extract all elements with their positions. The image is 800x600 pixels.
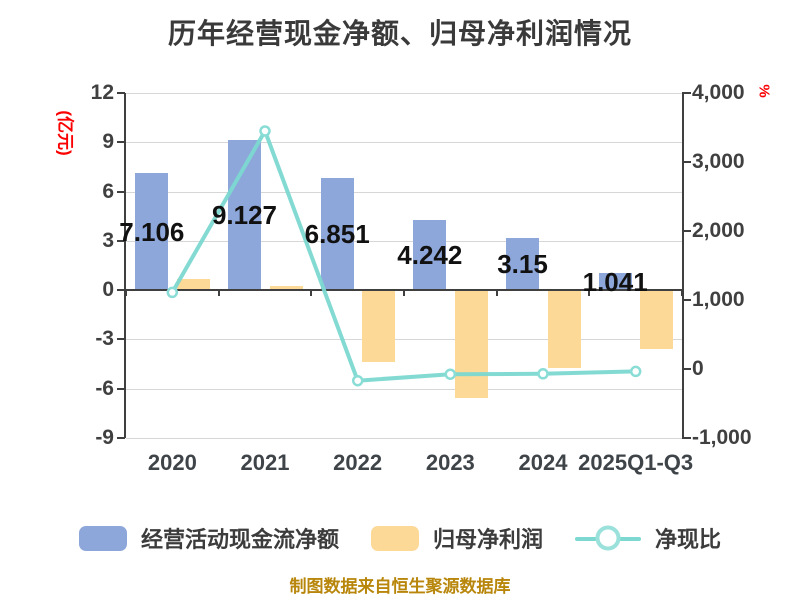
bar-value-label: 3.15 [497, 249, 548, 280]
legend-item-cash-flow[interactable]: 经营活动现金流净额 [78, 522, 339, 554]
ratio-line-marker[interactable] [166, 286, 179, 299]
bar-cash-flow[interactable] [506, 238, 539, 291]
left-axis-tick [117, 289, 125, 292]
left-axis-tick [117, 92, 125, 94]
bar-value-label: 7.106 [119, 216, 185, 247]
x-axis-category-label: 2020 [147, 450, 197, 475]
ratio-line-marker[interactable] [537, 368, 549, 380]
legend: 经营活动现金流净额 归母净利润 净现比 [0, 522, 800, 554]
left-axis-tick-label: -6 [95, 376, 114, 400]
left-axis-tick-label: 0 [102, 278, 114, 302]
right-axis-tick [682, 161, 691, 163]
gridline [126, 388, 682, 390]
source-note: 制图数据来自恒生聚源数据库 [289, 577, 511, 596]
x-axis-tick [217, 290, 220, 297]
legend-swatch-net-profit [370, 525, 419, 551]
bar-cash-flow[interactable] [413, 220, 447, 291]
bar-net-profit[interactable] [547, 291, 581, 369]
gridline [126, 438, 682, 439]
x-axis-tick [681, 290, 683, 297]
legend-label-net-profit: 归母净利润 [432, 527, 543, 552]
left-axis-tick-label: 3 [102, 228, 114, 252]
x-axis-category-label: 2022 [333, 450, 383, 475]
left-axis-tick-label: 9 [102, 130, 114, 154]
left-axis-tick [117, 190, 125, 193]
left-axis-tick [117, 141, 125, 144]
bar-cash-flow[interactable] [598, 273, 632, 291]
legend-label-ratio: 净现比 [655, 527, 722, 552]
right-axis-tick [682, 299, 691, 301]
bar-value-label: 1.041 [582, 266, 648, 297]
bar-net-profit[interactable] [362, 291, 396, 362]
legend-item-ratio[interactable]: 净现比 [575, 522, 721, 554]
ratio-line-chart [166, 125, 642, 387]
left-axis-tick-label: 6 [102, 179, 114, 203]
x-axis-category-label: 2021 [240, 450, 290, 475]
legend-swatch-ratio-line [575, 525, 641, 551]
x-axis-tick [588, 290, 591, 297]
legend-swatch-cash-flow [78, 525, 127, 551]
left-axis-tick [117, 387, 125, 390]
ratio-line-marker[interactable] [351, 374, 364, 387]
bar-cash-flow[interactable] [135, 173, 169, 291]
chart-title: 历年经营现金净额、归母净利润情况 [167, 18, 632, 49]
bar-net-profit[interactable] [269, 285, 303, 291]
ratio-line-marker[interactable] [629, 365, 642, 378]
bar-cash-flow[interactable] [320, 177, 354, 291]
right-axis-tick-label: 1,000 [692, 288, 745, 311]
bar-value-label: 6.851 [304, 218, 370, 249]
bar-net-profit[interactable] [455, 291, 489, 398]
ratio-line[interactable] [170, 129, 638, 383]
right-axis-tick [682, 437, 691, 439]
bar-value-label: 4.242 [397, 240, 463, 271]
x-axis-category-label: 2025Q1-Q3 [578, 450, 694, 475]
left-axis-tick [117, 338, 125, 341]
left-axis-tick [117, 239, 125, 242]
legend-label-cash-flow: 经营活动现金流净额 [140, 527, 339, 552]
right-axis-tick-label: 0 [692, 357, 704, 380]
x-axis-tick [125, 290, 127, 297]
gridline [126, 191, 682, 193]
bar-net-profit[interactable] [640, 291, 674, 349]
gridline [126, 142, 682, 144]
left-axis-tick-label: 12 [90, 81, 114, 104]
right-axis-tick-label: -1,000 [692, 426, 752, 449]
right-axis-tick [682, 368, 691, 370]
x-axis-category-label: 2024 [518, 450, 568, 475]
right-axis-tick-label: 4,000 [692, 81, 745, 104]
x-axis-tick [495, 290, 498, 297]
gridline [126, 339, 682, 341]
line-marker-icon [595, 525, 621, 551]
left-axis-tick-label: -9 [95, 426, 114, 449]
x-axis-tick [310, 290, 313, 297]
gridline [126, 240, 682, 242]
bar-value-label: 9.127 [211, 200, 278, 231]
ratio-line-marker[interactable] [444, 368, 457, 380]
left-axis-tick-label: -3 [95, 327, 114, 351]
right-axis-tick [682, 92, 691, 94]
left-axis-tick [117, 437, 125, 439]
x-axis-category-label: 2023 [425, 450, 475, 475]
gridline [126, 93, 682, 94]
x-axis-tick [403, 290, 405, 297]
bar-net-profit[interactable] [177, 279, 211, 291]
right-axis-tick-label: 3,000 [692, 150, 745, 173]
right-axis-tick [682, 230, 691, 232]
plot-area: 12 9 6 3 0 -3 -6 -9 4,000 3,000 2,000 1,000 0 -1,000 2… [91, 81, 752, 475]
ratio-line-marker[interactable] [259, 125, 271, 137]
right-axis-tick-label: 2,000 [692, 219, 745, 242]
legend-item-net-profit[interactable]: 归母净利润 [370, 522, 543, 554]
